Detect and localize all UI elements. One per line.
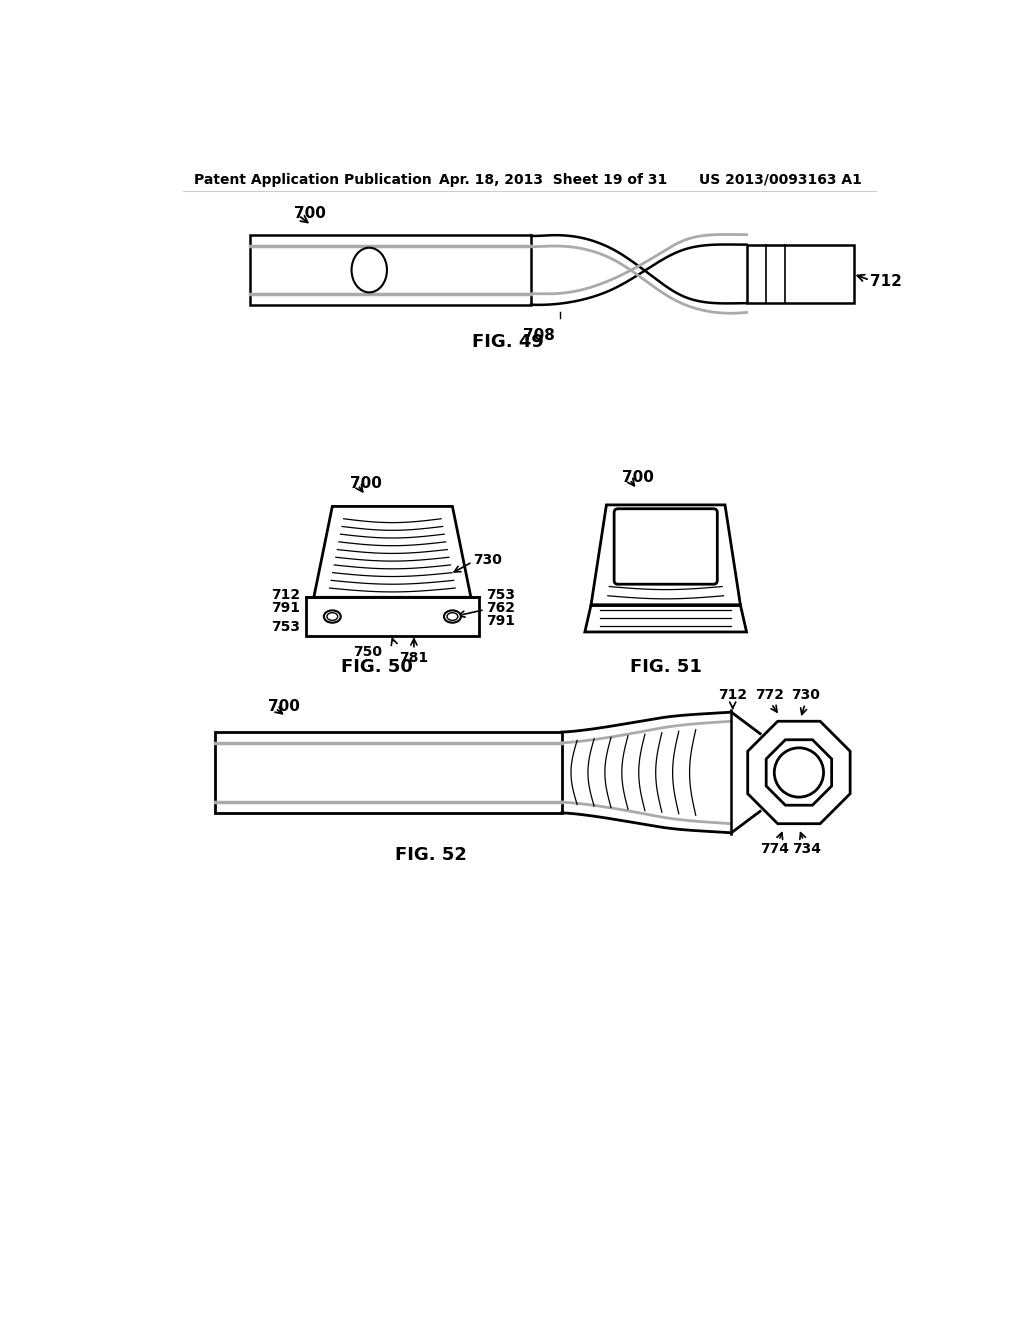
Circle shape bbox=[774, 748, 823, 797]
Polygon shape bbox=[585, 605, 746, 632]
Text: FIG. 50: FIG. 50 bbox=[341, 657, 413, 676]
Text: 791: 791 bbox=[486, 614, 515, 628]
Text: Apr. 18, 2013  Sheet 19 of 31: Apr. 18, 2013 Sheet 19 of 31 bbox=[438, 173, 667, 187]
Text: 700: 700 bbox=[294, 206, 326, 222]
Text: 781: 781 bbox=[399, 651, 428, 665]
Polygon shape bbox=[591, 506, 740, 605]
Bar bbox=[306, 598, 478, 636]
Text: 750: 750 bbox=[353, 645, 382, 659]
Text: US 2013/0093163 A1: US 2013/0093163 A1 bbox=[699, 173, 862, 187]
Bar bbox=[746, 244, 854, 304]
Text: 708: 708 bbox=[522, 327, 555, 343]
Polygon shape bbox=[313, 507, 471, 598]
Text: 700: 700 bbox=[622, 470, 653, 486]
Text: 772: 772 bbox=[755, 688, 784, 702]
Text: 791: 791 bbox=[271, 601, 300, 615]
Polygon shape bbox=[748, 721, 850, 824]
Polygon shape bbox=[766, 739, 831, 805]
Text: 730: 730 bbox=[473, 553, 502, 568]
Text: 762: 762 bbox=[486, 601, 515, 615]
Text: 712: 712 bbox=[718, 688, 748, 702]
Text: FIG. 52: FIG. 52 bbox=[395, 846, 467, 865]
Text: FIG. 51: FIG. 51 bbox=[630, 657, 701, 676]
Ellipse shape bbox=[327, 612, 338, 620]
Ellipse shape bbox=[351, 248, 387, 293]
Text: 712: 712 bbox=[270, 587, 300, 602]
FancyBboxPatch shape bbox=[614, 508, 717, 585]
Ellipse shape bbox=[447, 612, 458, 620]
Text: 730: 730 bbox=[791, 688, 819, 702]
Bar bbox=[215, 733, 562, 813]
Ellipse shape bbox=[324, 610, 341, 623]
Text: 712: 712 bbox=[869, 275, 902, 289]
Text: FIG. 49: FIG. 49 bbox=[472, 333, 544, 351]
Text: Patent Application Publication: Patent Application Publication bbox=[194, 173, 431, 187]
Text: 700: 700 bbox=[267, 700, 299, 714]
Text: 753: 753 bbox=[271, 619, 300, 634]
Text: 753: 753 bbox=[486, 587, 515, 602]
Text: 774: 774 bbox=[760, 842, 788, 857]
Text: 734: 734 bbox=[793, 842, 821, 857]
Bar bbox=[250, 235, 531, 305]
Ellipse shape bbox=[444, 610, 461, 623]
Text: 700: 700 bbox=[350, 475, 382, 491]
